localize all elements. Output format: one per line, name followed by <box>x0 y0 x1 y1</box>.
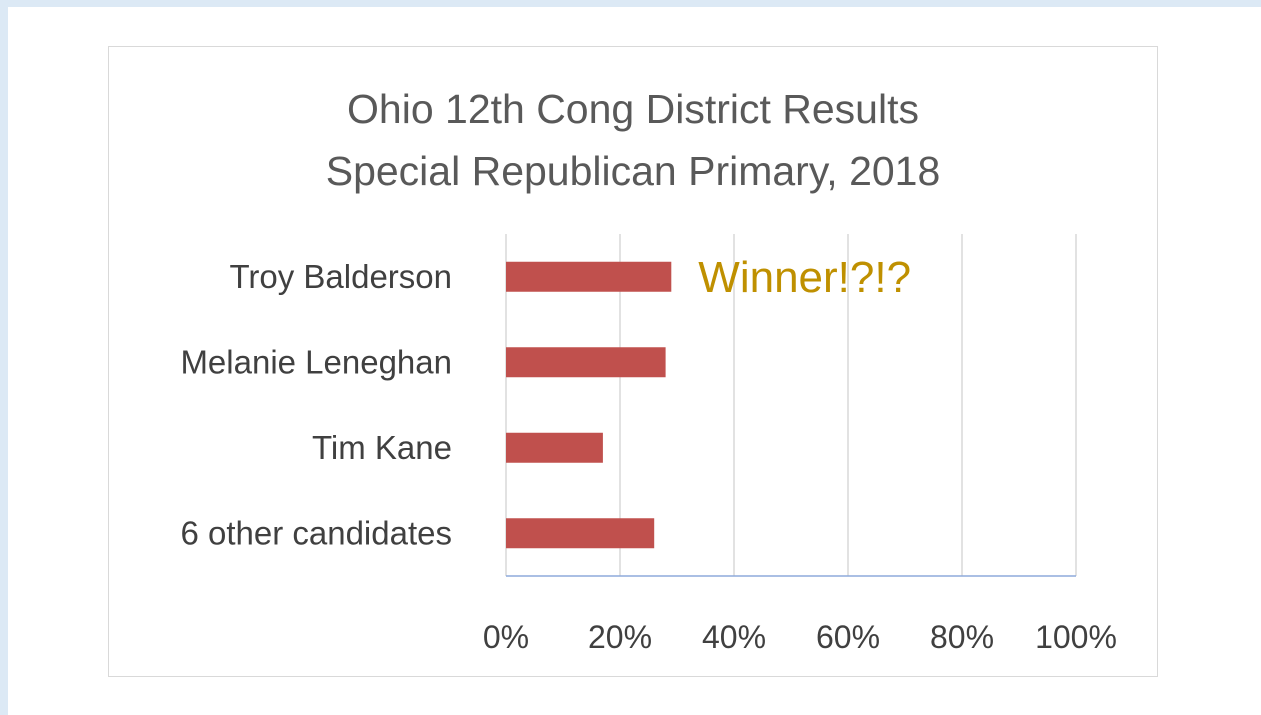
tick-label-100: 100% <box>1035 619 1117 655</box>
tick-label-40: 40% <box>702 619 766 655</box>
tick-labels: 0% 20% 40% 60% 80% 100% <box>483 619 1117 655</box>
category-label-2: Tim Kane <box>312 429 452 466</box>
chart-title-line-2: Special Republican Primary, 2018 <box>325 148 941 194</box>
category-label-0: Troy Balderson <box>229 258 452 295</box>
chart-title: Ohio 12th Cong District Results Special … <box>0 78 1261 202</box>
category-labels: Troy Balderson Melanie Leneghan Tim Kane 6 … <box>180 258 452 552</box>
bar-0 <box>506 261 672 292</box>
tick-label-60: 60% <box>816 619 880 655</box>
tick-label-0: 0% <box>483 619 529 655</box>
bar-3 <box>506 518 655 549</box>
chart-title-line-1: Ohio 12th Cong District Results <box>347 86 919 132</box>
tick-label-20: 20% <box>588 619 652 655</box>
category-label-3: 6 other candidates <box>180 514 452 551</box>
winner-annotation: Winner!?!? <box>698 253 911 302</box>
page-frame-top <box>0 0 1261 7</box>
page-frame-left <box>0 0 8 715</box>
tick-label-80: 80% <box>930 619 994 655</box>
bar-2 <box>506 432 603 463</box>
bars <box>506 261 672 549</box>
bar-1 <box>506 347 666 378</box>
category-label-1: Melanie Leneghan <box>180 343 452 380</box>
